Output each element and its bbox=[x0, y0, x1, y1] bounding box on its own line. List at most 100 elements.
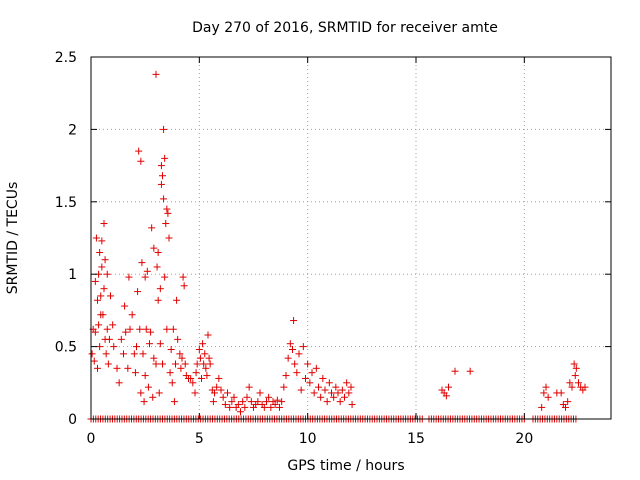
data-point bbox=[328, 389, 335, 397]
data-point bbox=[122, 328, 130, 336]
data-point bbox=[256, 389, 264, 397]
data-point bbox=[291, 360, 299, 368]
data-point bbox=[154, 296, 162, 304]
data-point bbox=[247, 398, 255, 406]
y-tick-label: 2 bbox=[68, 122, 77, 138]
data-point bbox=[107, 292, 114, 300]
data-point bbox=[263, 398, 270, 406]
data-point bbox=[124, 364, 132, 372]
data-point bbox=[348, 401, 356, 409]
data-point bbox=[228, 398, 236, 406]
data-point bbox=[130, 350, 138, 358]
data-point bbox=[105, 335, 113, 343]
data-point bbox=[345, 389, 353, 397]
data-point bbox=[135, 147, 143, 155]
axis-ticks: 0 0.5 1 1.5 2 2.5 0 5 10 15 20 bbox=[55, 50, 611, 447]
data-point bbox=[323, 398, 331, 406]
data-point bbox=[332, 383, 340, 391]
data-point bbox=[137, 157, 145, 165]
data-point bbox=[117, 335, 125, 343]
data-point bbox=[149, 393, 157, 401]
data-point bbox=[568, 383, 576, 391]
data-point bbox=[169, 325, 177, 333]
data-point bbox=[156, 340, 164, 348]
data-point bbox=[215, 374, 223, 382]
data-point bbox=[192, 369, 200, 377]
data-point bbox=[150, 354, 158, 362]
data-point bbox=[191, 389, 199, 397]
data-point bbox=[343, 379, 351, 387]
data-point bbox=[139, 350, 147, 358]
data-point bbox=[341, 393, 348, 401]
data-point bbox=[284, 354, 292, 362]
data-point bbox=[334, 389, 342, 397]
data-point bbox=[159, 360, 166, 368]
data-point bbox=[131, 369, 139, 377]
data-point bbox=[95, 321, 103, 329]
data-point bbox=[338, 386, 346, 394]
data-point bbox=[336, 398, 344, 406]
data-point bbox=[271, 401, 279, 409]
data-point bbox=[148, 224, 156, 232]
x-tick-label: 0 bbox=[87, 431, 96, 447]
data-point bbox=[325, 379, 333, 387]
data-point bbox=[181, 360, 189, 368]
y-tick-label: 1.5 bbox=[55, 195, 77, 211]
data-point bbox=[201, 350, 209, 358]
data-point bbox=[205, 354, 213, 362]
x-tick-label: 20 bbox=[515, 431, 533, 447]
data-point bbox=[581, 383, 589, 391]
data-point bbox=[180, 282, 188, 290]
data-point bbox=[178, 354, 186, 362]
x-tick-label: 10 bbox=[299, 431, 317, 447]
data-point bbox=[538, 403, 546, 411]
data-point bbox=[544, 393, 552, 401]
data-point bbox=[97, 292, 105, 300]
data-point bbox=[276, 403, 283, 411]
data-point bbox=[203, 372, 211, 380]
data-point bbox=[200, 360, 208, 368]
data-point bbox=[141, 372, 149, 380]
data-point bbox=[282, 372, 290, 380]
data-point bbox=[120, 350, 127, 358]
data-point bbox=[125, 273, 133, 281]
data-point bbox=[304, 360, 312, 368]
data-point bbox=[168, 379, 176, 387]
data-point bbox=[99, 311, 107, 319]
data-point bbox=[198, 374, 205, 382]
data-point bbox=[173, 296, 181, 304]
data-point bbox=[161, 154, 169, 162]
data-point bbox=[217, 386, 225, 394]
data-point bbox=[154, 248, 162, 256]
data-point bbox=[157, 180, 165, 188]
data-point bbox=[164, 209, 172, 217]
data-point bbox=[142, 325, 150, 333]
data-point bbox=[128, 311, 136, 319]
data-point bbox=[230, 393, 238, 401]
data-point bbox=[96, 248, 104, 256]
data-point bbox=[278, 398, 286, 406]
data-point bbox=[172, 360, 179, 368]
data-point bbox=[100, 220, 108, 228]
data-point bbox=[199, 340, 207, 348]
data-point bbox=[299, 343, 307, 351]
data-point bbox=[156, 285, 164, 293]
data-point bbox=[103, 325, 111, 333]
data-point bbox=[540, 389, 548, 397]
data-point bbox=[100, 285, 108, 293]
data-points bbox=[87, 70, 589, 423]
data-point bbox=[104, 360, 112, 368]
data-point bbox=[98, 263, 106, 271]
data-point bbox=[121, 302, 129, 310]
data-point bbox=[174, 335, 182, 343]
data-point bbox=[196, 354, 204, 362]
data-point bbox=[161, 273, 169, 281]
chart-title: Day 270 of 2016, SRMTID for receiver amt… bbox=[192, 20, 498, 36]
x-tick-label: 5 bbox=[195, 431, 204, 447]
data-point bbox=[92, 234, 100, 242]
data-point bbox=[160, 125, 168, 133]
data-point bbox=[152, 70, 160, 78]
data-point bbox=[566, 379, 574, 387]
y-tick-label: 0.5 bbox=[55, 340, 77, 356]
data-point bbox=[140, 398, 148, 406]
